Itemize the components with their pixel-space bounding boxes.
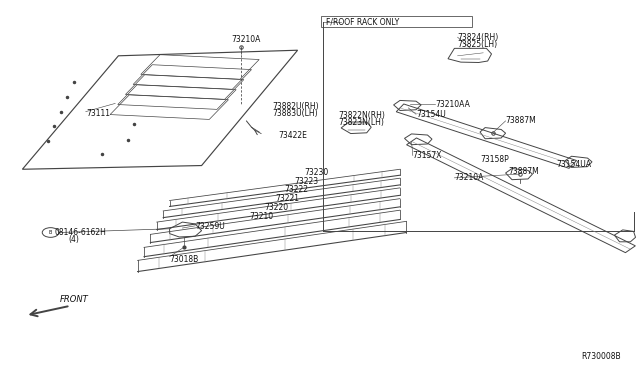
Text: 73882U(RH): 73882U(RH) bbox=[272, 102, 319, 110]
Text: 73220: 73220 bbox=[264, 203, 289, 212]
Text: 73154U: 73154U bbox=[416, 110, 445, 119]
Text: 73824(RH): 73824(RH) bbox=[458, 33, 499, 42]
Text: 73823N(LH): 73823N(LH) bbox=[338, 118, 384, 127]
Text: 73154UA: 73154UA bbox=[557, 160, 592, 169]
Text: 73223: 73223 bbox=[294, 177, 319, 186]
Text: R730008B: R730008B bbox=[581, 352, 621, 361]
Text: 73222: 73222 bbox=[285, 185, 309, 194]
Text: 73210AA: 73210AA bbox=[435, 100, 470, 109]
Text: 73883U(LH): 73883U(LH) bbox=[272, 109, 317, 118]
Text: 73221: 73221 bbox=[275, 194, 300, 203]
Text: 73018B: 73018B bbox=[170, 255, 199, 264]
Text: B: B bbox=[49, 230, 52, 235]
Text: 73157X: 73157X bbox=[413, 151, 442, 160]
Text: 73887M: 73887M bbox=[506, 116, 536, 125]
Text: FRONT: FRONT bbox=[60, 295, 88, 304]
Text: 73210A: 73210A bbox=[454, 173, 484, 182]
Text: 73887M: 73887M bbox=[509, 167, 540, 176]
Text: 73259U: 73259U bbox=[195, 222, 225, 231]
Text: 08146-6162H: 08146-6162H bbox=[54, 228, 106, 237]
Text: (4): (4) bbox=[68, 235, 79, 244]
Text: 73422E: 73422E bbox=[278, 131, 307, 140]
Text: 73822N(RH): 73822N(RH) bbox=[338, 111, 385, 120]
Text: 73158P: 73158P bbox=[480, 155, 509, 164]
Text: F/ROOF RACK ONLY: F/ROOF RACK ONLY bbox=[326, 17, 399, 26]
Text: 73111: 73111 bbox=[86, 109, 111, 118]
Text: 73825(LH): 73825(LH) bbox=[458, 40, 498, 49]
Text: 73210A: 73210A bbox=[232, 35, 261, 44]
Text: 73230: 73230 bbox=[304, 169, 328, 177]
Text: 73210: 73210 bbox=[250, 212, 274, 221]
